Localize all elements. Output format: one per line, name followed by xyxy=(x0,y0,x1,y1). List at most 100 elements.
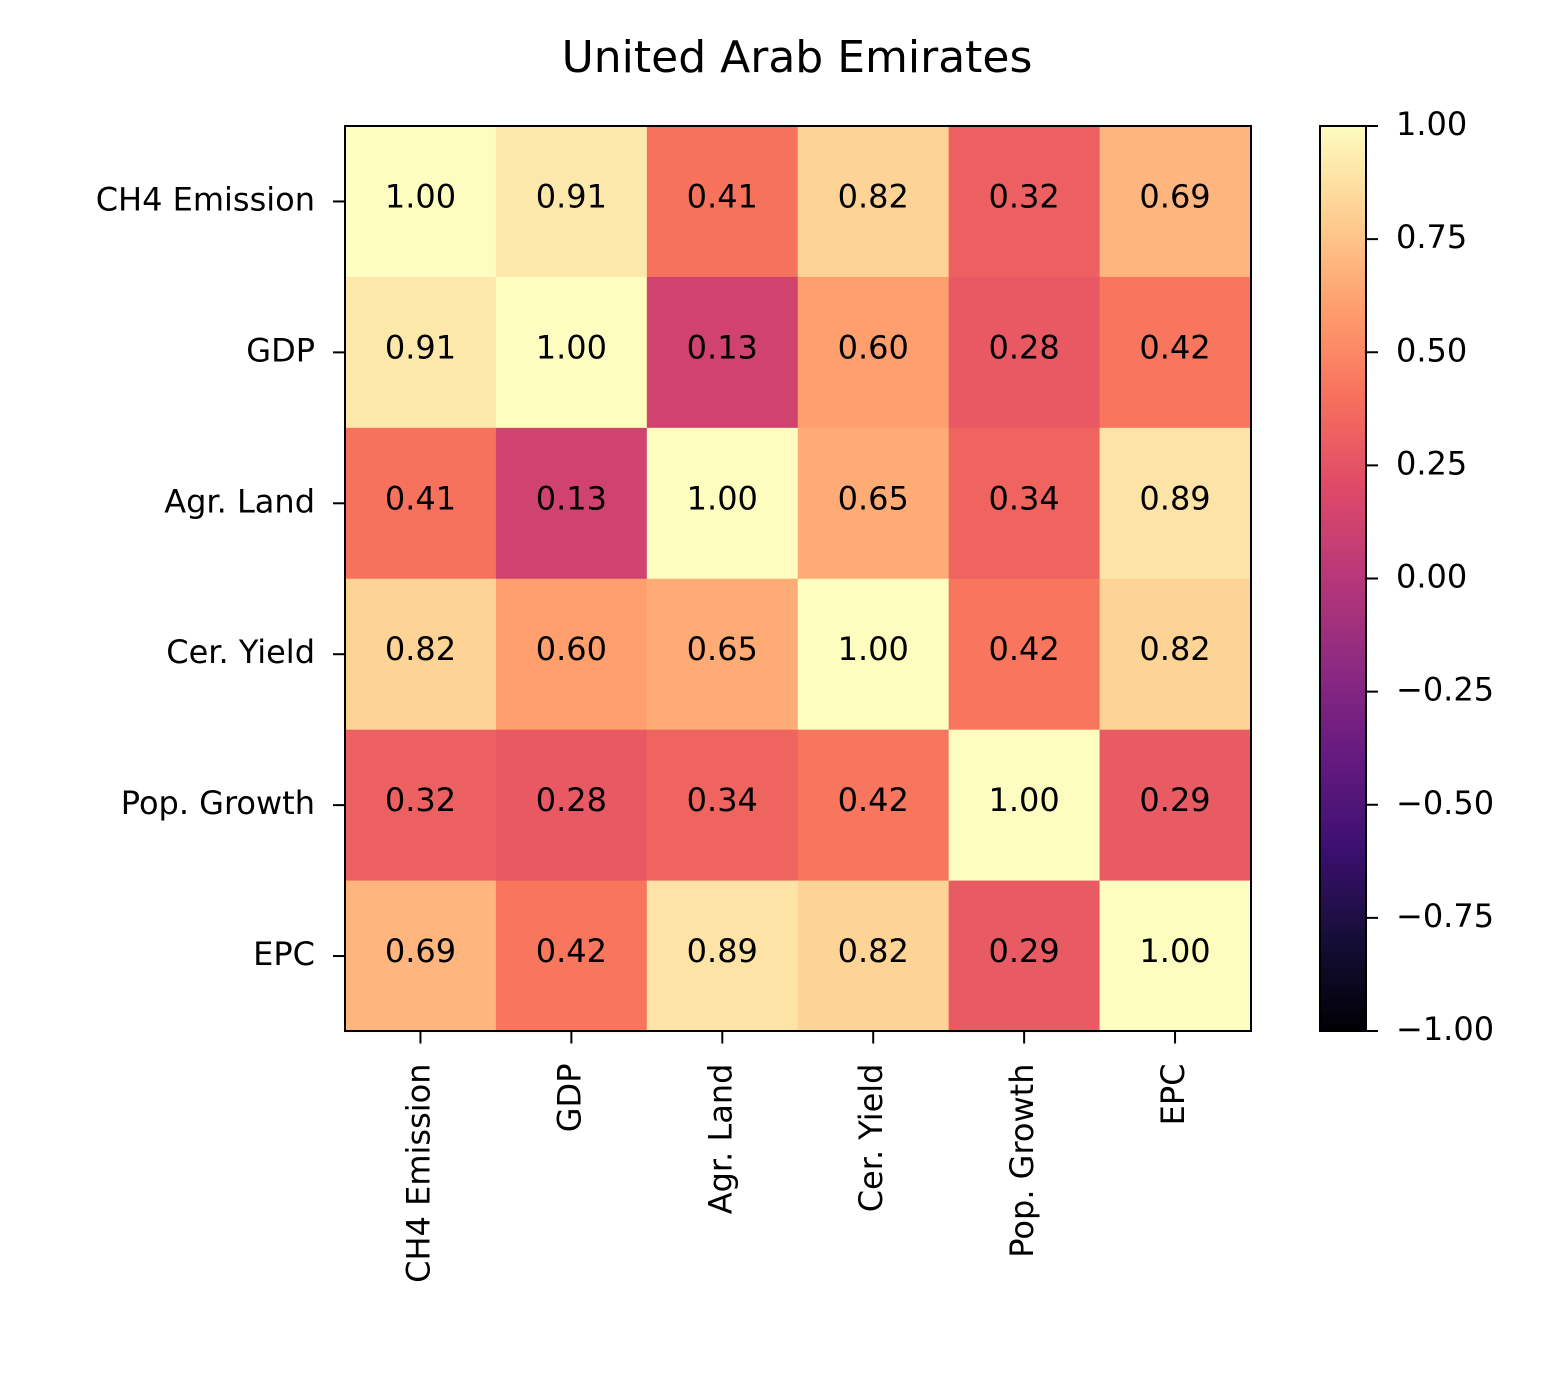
heatmap-cell xyxy=(646,729,799,882)
chart-title: United Arab Emirates xyxy=(562,32,1033,83)
heatmap-cell xyxy=(646,427,799,580)
cell-value-label: 0.29 xyxy=(989,932,1060,970)
cell-value-label: 0.42 xyxy=(838,781,909,819)
y-tick-label: GDP xyxy=(246,331,315,369)
cell-value-label: 0.69 xyxy=(1139,177,1210,215)
cell-value-label: 1.00 xyxy=(838,630,909,668)
y-tick-label: Pop. Growth xyxy=(121,784,315,822)
colorbar-tick-label: −1.00 xyxy=(1396,1010,1494,1048)
heatmap-cell xyxy=(646,276,799,429)
cell-value-label: 0.41 xyxy=(385,479,456,517)
cell-value-label: 0.34 xyxy=(687,781,758,819)
heatmap-cell xyxy=(495,427,648,580)
heatmap-cell xyxy=(495,276,648,429)
cell-value-label: 1.00 xyxy=(687,479,758,517)
x-tick-label: Agr. Land xyxy=(701,1064,739,1215)
cell-value-label: 0.91 xyxy=(385,328,456,366)
cell-value-label: 0.60 xyxy=(838,328,909,366)
heatmap-cell xyxy=(495,126,648,278)
heatmap-cell xyxy=(948,729,1101,882)
colorbar-tick-label: 0.00 xyxy=(1396,558,1467,596)
x-tick-label: Cer. Yield xyxy=(852,1064,890,1213)
heatmap-cell xyxy=(797,729,950,882)
x-tick-label: Pop. Growth xyxy=(1003,1064,1041,1258)
cell-value-label: 0.82 xyxy=(1139,630,1210,668)
y-tick-label: EPC xyxy=(253,935,315,973)
cell-value-label: 0.42 xyxy=(1139,328,1210,366)
x-tick-label: GDP xyxy=(550,1064,588,1133)
heatmap-cell-labels: 1.00 0.91 0.41 0.82 0.32 0.69 0.91 1.00 0.13 0.60… xyxy=(385,177,1211,970)
cell-value-label: 0.82 xyxy=(838,177,909,215)
heatmap-cell xyxy=(948,126,1101,278)
cell-value-label: 0.42 xyxy=(989,630,1060,668)
cell-value-label: 0.60 xyxy=(536,630,607,668)
heatmap-cell xyxy=(797,276,950,429)
heatmap-cell xyxy=(797,578,950,731)
colorbar-tick-label: 0.50 xyxy=(1396,331,1467,369)
cell-value-label: 0.69 xyxy=(385,932,456,970)
cell-value-label: 1.00 xyxy=(1139,932,1210,970)
heatmap-cell xyxy=(646,126,799,278)
y-tick-label: Cer. Yield xyxy=(166,633,315,671)
colorbar-tick-label: −0.50 xyxy=(1396,784,1494,822)
heatmap-cell xyxy=(495,880,648,1033)
heatmap-cell xyxy=(1099,276,1252,429)
heatmap-cell xyxy=(345,880,497,1033)
cell-value-label: 0.28 xyxy=(536,781,607,819)
heatmap-cell xyxy=(1099,880,1252,1033)
cell-value-label: 0.65 xyxy=(838,479,909,517)
colorbar-tick-label: −0.25 xyxy=(1396,671,1494,709)
colorbar-tick-label: −0.75 xyxy=(1396,897,1494,935)
heatmap-cell xyxy=(1099,578,1252,731)
cell-value-label: 0.32 xyxy=(989,177,1060,215)
cell-value-label: 0.89 xyxy=(1139,479,1210,517)
heatmap-cell xyxy=(797,880,950,1033)
heatmap-cell xyxy=(646,880,799,1033)
cell-value-label: 0.28 xyxy=(989,328,1060,366)
heatmap-cell xyxy=(948,427,1101,580)
heatmap-cell xyxy=(1099,729,1252,882)
heatmap-cell xyxy=(495,729,648,882)
y-tick-label: Agr. Land xyxy=(164,482,315,520)
heatmap-cell xyxy=(495,578,648,731)
colorbar-gradient xyxy=(1320,126,1366,1031)
heatmap-cell xyxy=(948,880,1101,1033)
heatmap-cell xyxy=(948,276,1101,429)
cell-value-label: 1.00 xyxy=(385,177,456,215)
heatmap-cells xyxy=(345,126,1252,1033)
heatmap-cell xyxy=(948,578,1101,731)
heatmap-cell xyxy=(797,427,950,580)
colorbar: 1.00 0.75 0.50 0.25 0.00 −0.25 −0.50 −0.75 −1.00 xyxy=(1319,105,1494,1048)
cell-value-label: 0.82 xyxy=(385,630,456,668)
cell-value-label: 0.65 xyxy=(687,630,758,668)
heatmap-cell xyxy=(345,578,497,731)
cell-value-label: 0.82 xyxy=(838,932,909,970)
cell-value-label: 0.13 xyxy=(687,328,758,366)
cell-value-label: 0.42 xyxy=(536,932,607,970)
colorbar-tick-label: 0.25 xyxy=(1396,444,1467,482)
colorbar-tick-label: 1.00 xyxy=(1396,105,1467,143)
cell-value-label: 0.89 xyxy=(687,932,758,970)
heatmap-cell xyxy=(1099,126,1252,278)
heatmap-cell xyxy=(345,276,497,429)
heatmap-cell xyxy=(646,578,799,731)
y-axis: CH4 Emission GDP Agr. Land Cer. Yield Pop. G… xyxy=(96,180,345,973)
x-axis: CH4 Emission GDP Agr. Land Cer. Yield Pop. G… xyxy=(399,1031,1192,1283)
heatmap-cell xyxy=(345,126,497,278)
cell-value-label: 1.00 xyxy=(989,781,1060,819)
cell-value-label: 0.29 xyxy=(1139,781,1210,819)
colorbar-ticks: 1.00 0.75 0.50 0.25 0.00 −0.25 −0.50 −0.75 −1.00 xyxy=(1366,105,1494,1048)
colorbar-tick-label: 0.75 xyxy=(1396,218,1467,256)
heatmap-cell xyxy=(345,729,497,882)
cell-value-label: 0.91 xyxy=(536,177,607,215)
cell-value-label: 0.34 xyxy=(989,479,1060,517)
y-tick-label: CH4 Emission xyxy=(96,180,315,218)
heatmap-frame xyxy=(344,125,1252,1032)
heatmap-cell xyxy=(345,427,497,580)
cell-value-label: 0.13 xyxy=(536,479,607,517)
x-tick-label: EPC xyxy=(1154,1064,1192,1126)
cell-value-label: 0.41 xyxy=(687,177,758,215)
cell-value-label: 1.00 xyxy=(536,328,607,366)
